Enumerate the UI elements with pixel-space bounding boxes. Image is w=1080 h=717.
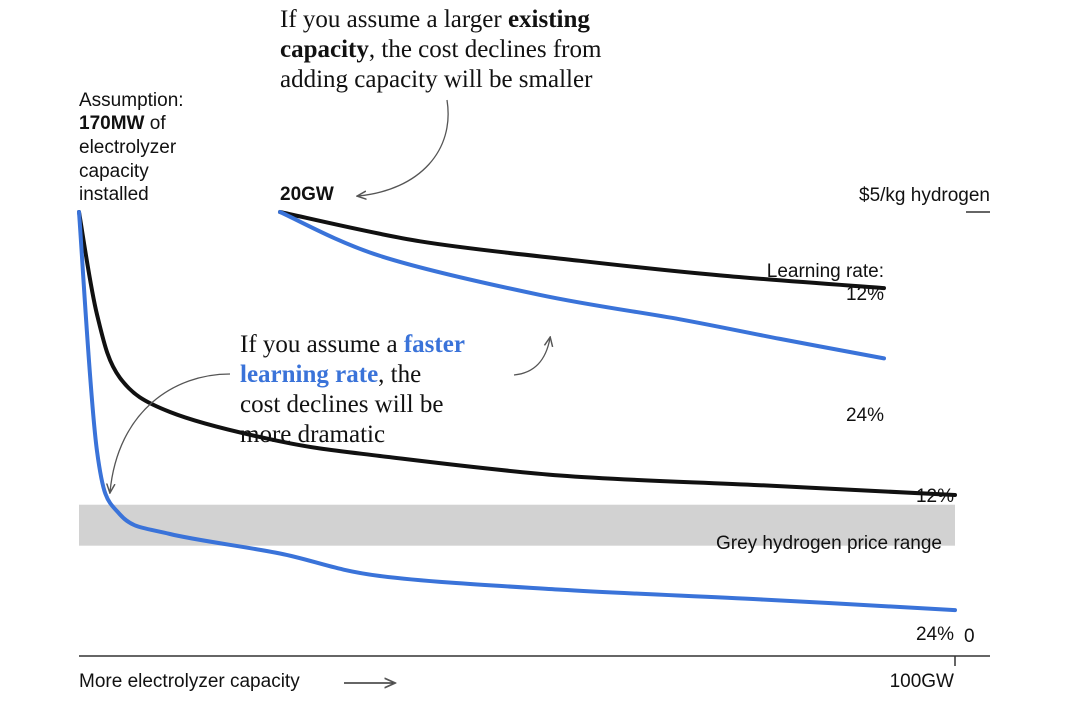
middle-annotation-arrow-left [110,373,231,492]
middle-annotation-line1-pre: If you assume a [240,331,404,358]
assumption-label: Assumption: [79,90,184,111]
top-annotation-line2-post: , the cost declines from [369,36,602,63]
middle-annotation: If you assume a faster learning rate, th… [110,331,550,492]
assumption-line3: electrolyzer [79,137,177,158]
top-annotation: If you assume a larger existing capacity… [280,6,602,196]
y-top-label: $5/kg hydrogen [859,185,990,206]
series-label-20gw-24: 24% [846,405,884,426]
middle-annotation-arrow-right [513,338,550,376]
middle-annotation-line2-post: , the [378,361,421,388]
top-annotation-line2: capacity, the cost declines from [280,36,602,63]
middle-annotation-line1-blue: faster [404,331,465,358]
assumption-line2: 170MW of [79,113,166,134]
series-line-170mw-12pct [77,210,957,497]
middle-annotation-line3: cost declines will be [240,391,443,418]
band-label: Grey hydrogen price range [716,533,942,554]
series-lines [77,210,957,613]
top-annotation-line1-pre: If you assume a larger [280,6,508,33]
series-label-170mw-12: 12% [916,486,954,507]
top-annotation-line3: adding capacity will be smaller [280,66,593,93]
assumption-bold: 170MW [79,113,145,134]
middle-annotation-line2: learning rate, the [240,361,421,388]
learning-rate-label: Learning rate: [767,261,884,282]
assumption-of: of [144,113,166,134]
grey-hydrogen-price-band [79,504,955,546]
y-zero-label: 0 [964,626,975,647]
assumption-line4: capacity [79,161,149,182]
start-label-20gw: 20GW [280,184,334,205]
top-annotation-line2-bold: capacity [280,36,369,63]
top-annotation-arrow [358,99,449,196]
middle-annotation-line2-blue: learning rate [240,361,378,388]
series-label-170mw-24: 24% [916,624,954,645]
series-label-20gw-12: 12% [846,284,884,305]
middle-annotation-line4: more dramatic [240,421,385,448]
series-line-20gw-12pct [278,210,886,291]
x-end-label: 100GW [890,671,954,692]
series-line-20gw-24pct [278,210,886,361]
series-line-170mw-24pct [77,210,957,613]
middle-annotation-line1: If you assume a faster [240,331,465,358]
top-annotation-line1: If you assume a larger existing [280,6,590,33]
assumption-annotation: Assumption: 170MW of electrolyzer capaci… [79,90,184,205]
assumption-line5: installed [79,184,149,205]
x-axis-label: More electrolyzer capacity [79,671,300,692]
top-annotation-line1-bold: existing [508,6,590,33]
